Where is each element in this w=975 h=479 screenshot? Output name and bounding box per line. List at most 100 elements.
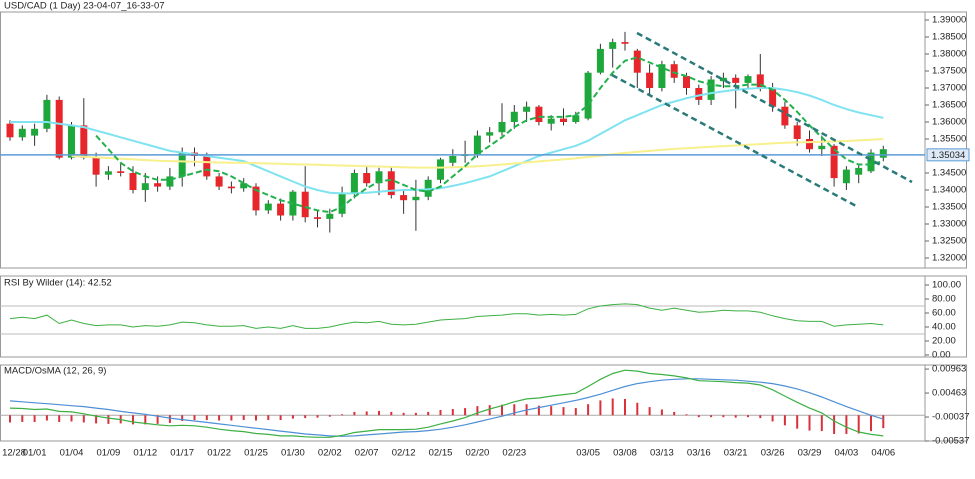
x-tick-label: 02/02 <box>318 448 342 459</box>
osma-bar <box>205 415 208 421</box>
candle-body <box>769 87 777 107</box>
osma-bar <box>574 408 577 416</box>
x-tick-label: 01/30 <box>281 448 305 459</box>
candle-body <box>412 196 420 201</box>
y-tick-label: 1.32500 <box>932 236 966 247</box>
candle-body <box>473 135 481 155</box>
osma-bar <box>390 411 393 416</box>
panel-title: RSI By Wilder (14): 42.52 <box>4 278 112 289</box>
y-tick-label: 60.00 <box>932 308 956 319</box>
y-tick-label: 0.00 <box>932 349 951 360</box>
y-tick-label: 1.32000 <box>932 253 966 264</box>
y-tick-label: 1.36000 <box>932 117 966 128</box>
candle-body <box>215 176 223 187</box>
osma-bar <box>808 415 811 431</box>
candle-body <box>621 42 629 44</box>
osma-bar <box>353 411 356 416</box>
osma-bar <box>451 409 454 416</box>
osma-bar <box>747 415 749 418</box>
osma-bar <box>181 415 184 422</box>
osma-bar <box>132 415 134 425</box>
candle-body <box>867 152 875 172</box>
osma-bar <box>33 415 36 422</box>
osma-bar <box>648 407 651 416</box>
osma-bar <box>537 405 540 416</box>
osma-bar <box>9 415 11 423</box>
candle-body <box>658 64 666 88</box>
osma-bar <box>144 415 147 425</box>
osma-bar <box>168 415 171 423</box>
candle-body <box>486 132 494 136</box>
candle-body <box>277 203 285 216</box>
candle-body <box>363 172 371 184</box>
candle-body <box>683 76 690 88</box>
osma-bar <box>636 402 639 416</box>
osma-bar <box>427 411 430 416</box>
candle-body <box>498 121 506 133</box>
panel-title: USD/CAD (1 Day) 23-04-07_16-33-07 <box>4 1 165 12</box>
y-tick-label: 1.38500 <box>932 32 966 43</box>
y-tick-label: 80.00 <box>932 294 956 305</box>
candle-body <box>178 152 186 177</box>
candle-body <box>129 172 137 190</box>
x-tick-label: 03/05 <box>576 448 600 459</box>
panel-title: MACD/OsMA (12, 26, 9) <box>4 366 106 377</box>
y-tick-label: 1.37000 <box>932 83 966 94</box>
osma-bar <box>255 415 257 421</box>
candle-body <box>609 42 617 49</box>
osma-bar <box>304 415 307 419</box>
x-tick-label: 03/16 <box>687 448 711 459</box>
candle-body <box>6 123 14 138</box>
osma-bar <box>328 415 331 417</box>
trend-line-lower <box>611 73 859 209</box>
y-tick-label: 1.39000 <box>932 15 966 26</box>
osma-bar <box>833 415 836 434</box>
y-tick-label: 1.36500 <box>932 100 966 111</box>
candle-body <box>55 99 63 158</box>
candle-body <box>744 76 752 83</box>
candle-body <box>227 186 235 189</box>
osma-bar <box>796 415 799 429</box>
x-tick-label: 01/12 <box>133 448 157 459</box>
x-tick-label: 01/22 <box>207 448 231 459</box>
candle-body <box>670 64 678 78</box>
osma-bar <box>439 409 442 416</box>
osma-bar <box>759 415 762 419</box>
rsi-line <box>9 303 884 329</box>
candle-body <box>584 72 592 119</box>
candle-body <box>793 125 801 139</box>
candle-body <box>732 77 740 83</box>
osma-bar <box>45 415 48 421</box>
y-tick-label: 20.00 <box>932 335 956 346</box>
osma-bar <box>414 412 417 416</box>
osma-bar <box>820 415 823 432</box>
osma-bar <box>21 415 24 422</box>
x-tick-label: 03/13 <box>650 448 674 459</box>
x-tick-label: 01/17 <box>170 448 194 459</box>
y-tick-label: 0.00963 <box>932 364 966 375</box>
y-tick-label: 40.00 <box>932 322 956 333</box>
moving-average <box>71 138 884 169</box>
candle-body <box>547 118 555 124</box>
x-tick-label: 04/06 <box>871 448 895 459</box>
osma-bar <box>95 415 98 424</box>
osma-bar <box>599 400 602 416</box>
x-tick-label: 01/01 <box>23 448 47 459</box>
candle-body <box>141 183 149 190</box>
candle-body <box>535 106 543 122</box>
candle-body <box>437 159 444 180</box>
candle-body <box>387 171 395 196</box>
candle-body <box>400 195 408 201</box>
osma-bar <box>697 415 700 418</box>
candle-body <box>301 191 309 218</box>
osma-bar <box>365 411 368 416</box>
y-tick-label: 1.35500 <box>932 134 966 145</box>
y-tick-label: -0.00037 <box>932 412 970 423</box>
osma-bar <box>341 414 344 416</box>
x-tick-label: 03/08 <box>613 448 637 459</box>
candle-body <box>449 155 457 163</box>
osma-bar <box>242 415 245 421</box>
y-tick-label: 1.33500 <box>932 202 966 213</box>
candle-body <box>818 145 826 150</box>
